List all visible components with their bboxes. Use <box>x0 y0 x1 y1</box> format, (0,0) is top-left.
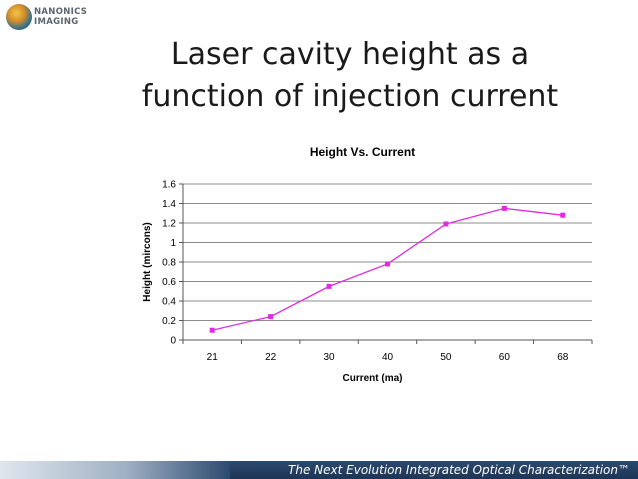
company-logo: NANONICS IMAGING <box>6 4 96 34</box>
footer-bar: The Next Evolution Integrated Optical Ch… <box>0 461 638 479</box>
y-tick-label: 1.2 <box>162 219 176 230</box>
logo-line-2: IMAGING <box>34 17 79 27</box>
slide-title-line-2: function of injection current <box>141 79 559 114</box>
data-point-marker <box>443 221 449 227</box>
x-tick-label: 21 <box>207 352 219 363</box>
footer-accent <box>0 461 230 479</box>
data-point-marker <box>268 314 274 320</box>
x-tick-label: 30 <box>324 352 336 363</box>
data-point-marker <box>560 212 566 218</box>
y-tick-label: 1.6 <box>162 180 176 191</box>
series-line <box>212 207 563 331</box>
logo-wordmark: NANONICS IMAGING <box>34 7 96 27</box>
x-axis-label: Current (ma) <box>342 373 402 384</box>
y-tick-label: 0.2 <box>162 316 176 327</box>
logo-line-1: NANONICS <box>34 7 88 17</box>
y-tick-label: 0.4 <box>162 297 176 308</box>
data-point-marker <box>385 261 390 267</box>
logo-emblem-icon <box>6 4 32 30</box>
footer-tagline: The Next Evolution Integrated Optical Ch… <box>288 463 630 477</box>
x-tick-label: 22 <box>265 352 277 363</box>
data-point-marker <box>209 327 215 333</box>
y-axis-label: Height (mircons) <box>142 222 153 301</box>
x-tick-label: 68 <box>557 352 569 363</box>
x-tick-label: 40 <box>382 352 394 363</box>
y-tick-label: 1 <box>170 238 176 249</box>
data-point-marker <box>326 283 332 289</box>
data-point-marker <box>501 205 507 211</box>
y-tick-label: 0.6 <box>162 277 176 288</box>
y-tick-label: 0 <box>170 336 176 347</box>
y-tick-label: 1.4 <box>162 199 176 210</box>
x-tick-label: 60 <box>499 352 511 363</box>
slide-title: Laser cavity height as a function of inj… <box>90 34 610 118</box>
y-tick-label: 0.8 <box>162 258 176 269</box>
chart-title: Height Vs. Current <box>310 145 415 159</box>
slide-title-line-1: Laser cavity height as a <box>170 37 530 72</box>
x-tick-label: 50 <box>440 352 452 363</box>
